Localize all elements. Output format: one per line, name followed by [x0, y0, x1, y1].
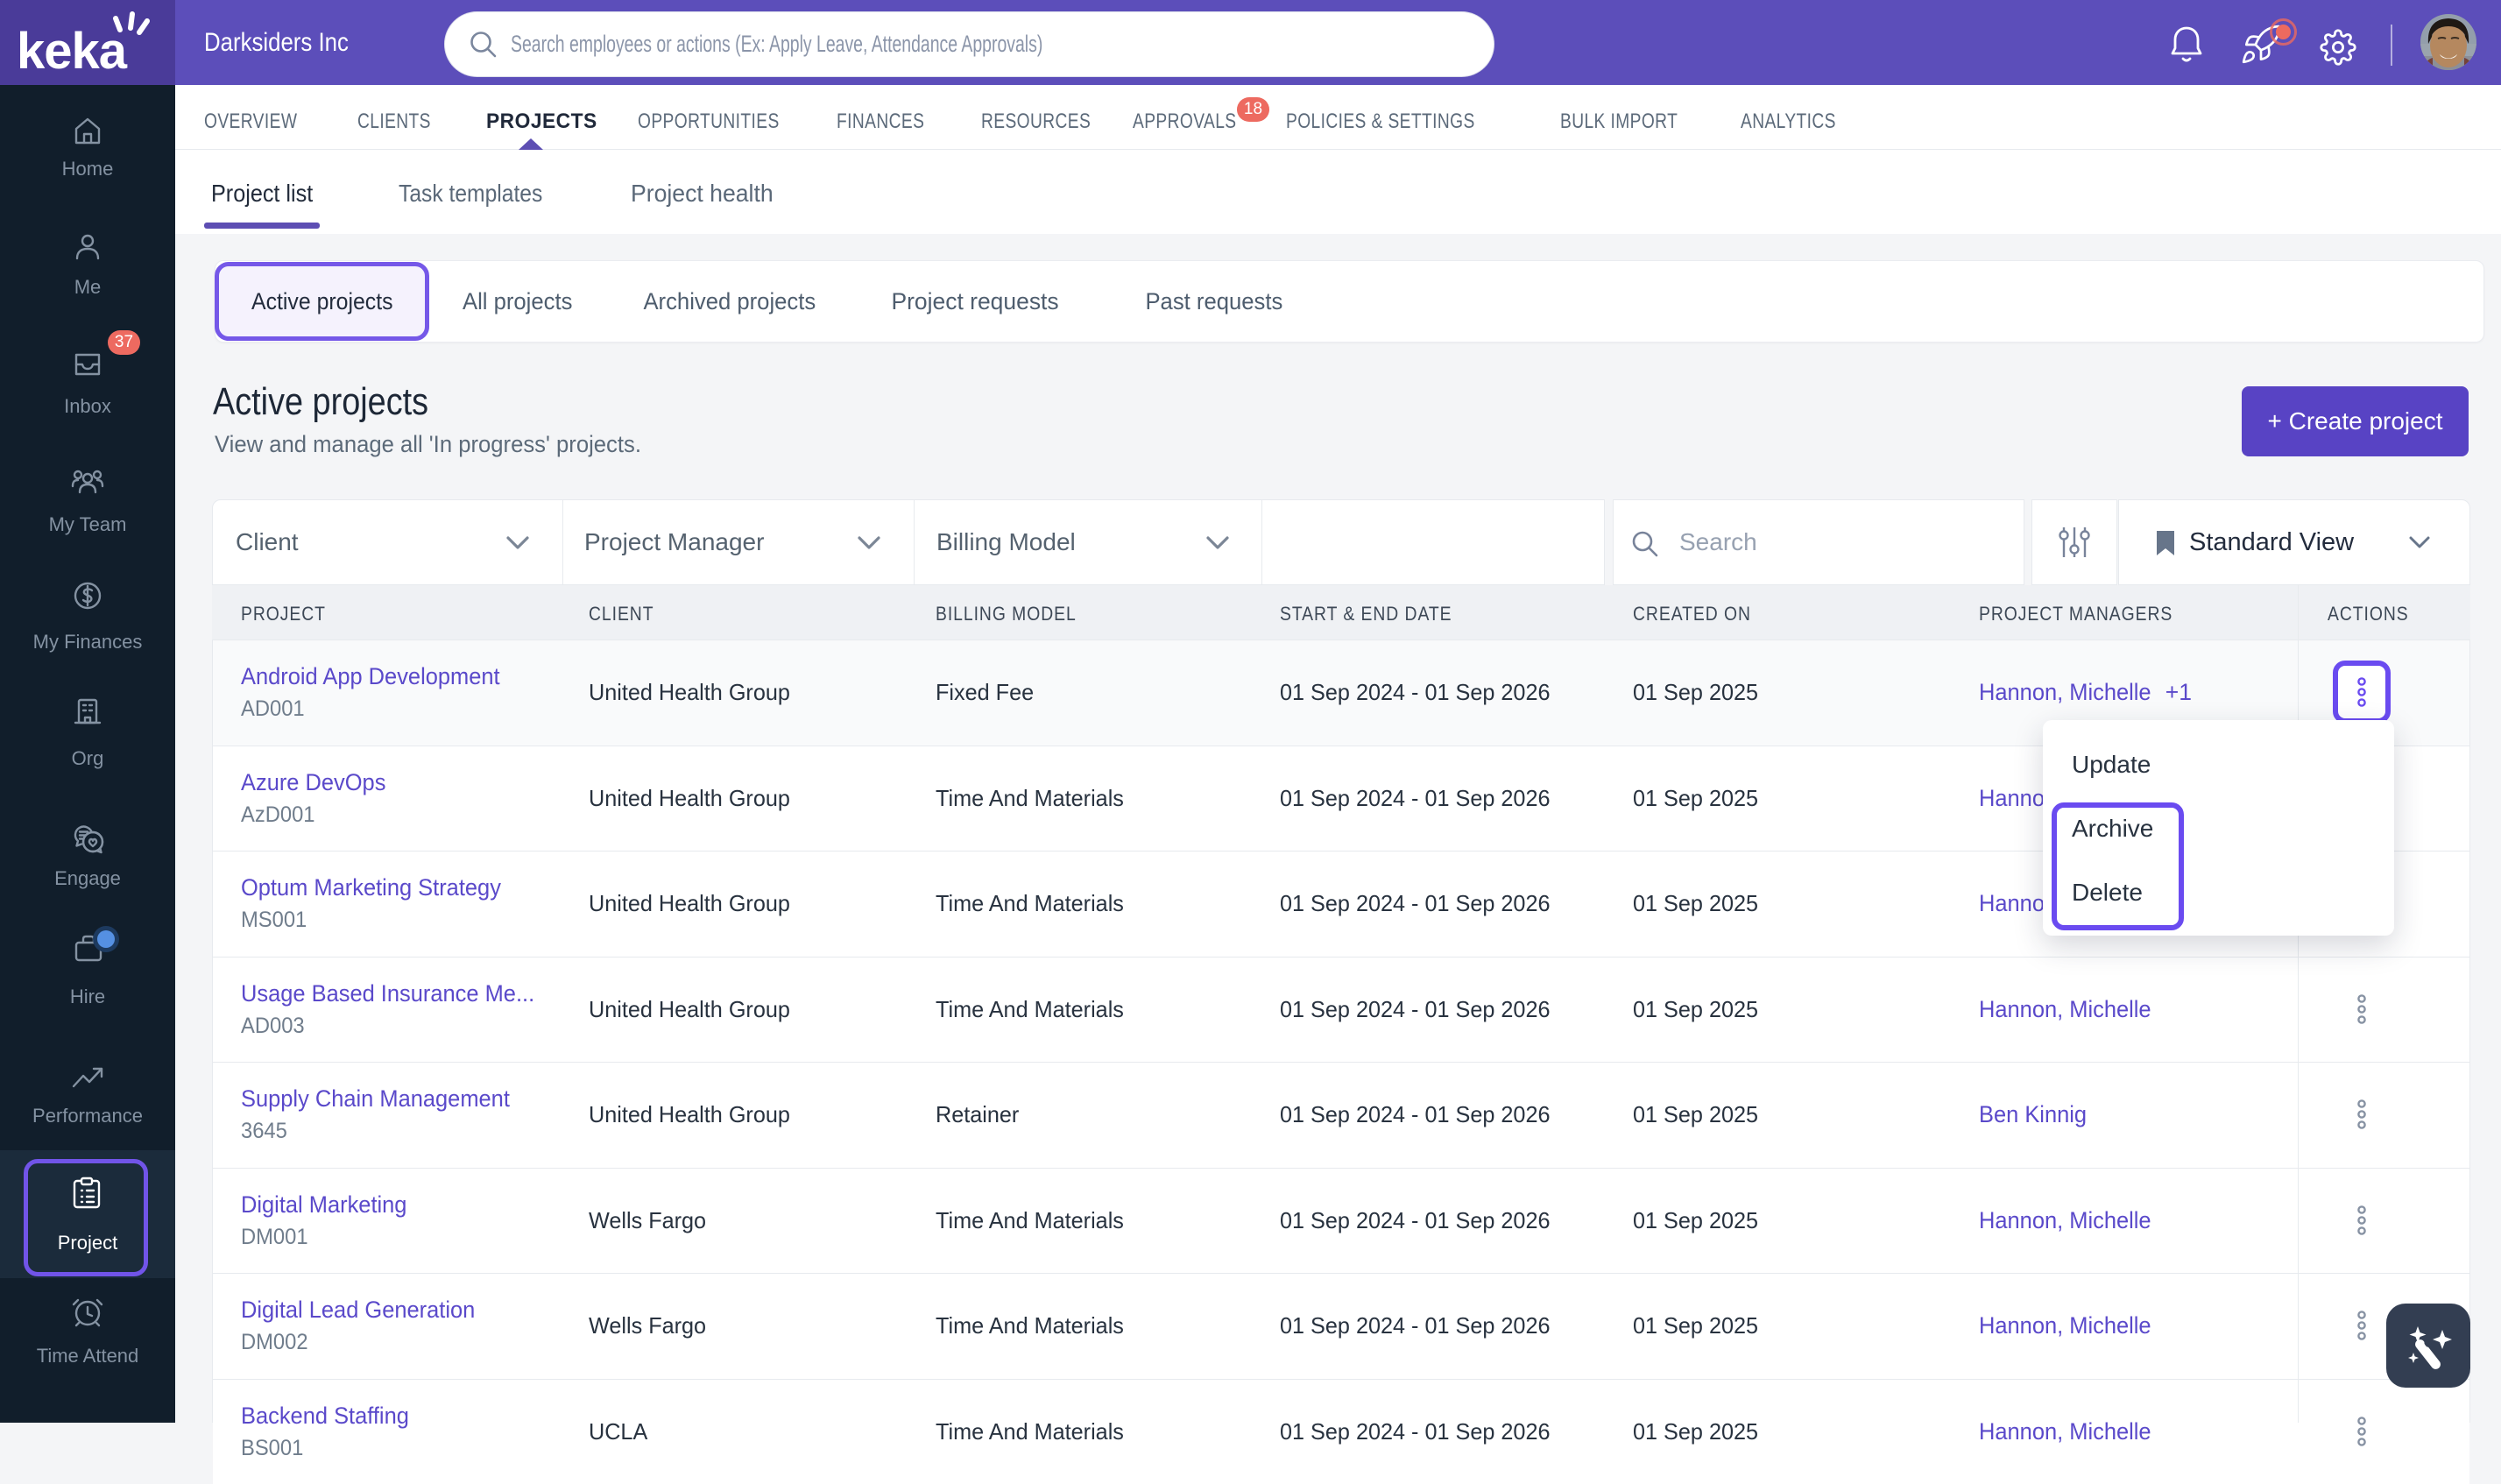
- svg-text:keka: keka: [17, 23, 128, 79]
